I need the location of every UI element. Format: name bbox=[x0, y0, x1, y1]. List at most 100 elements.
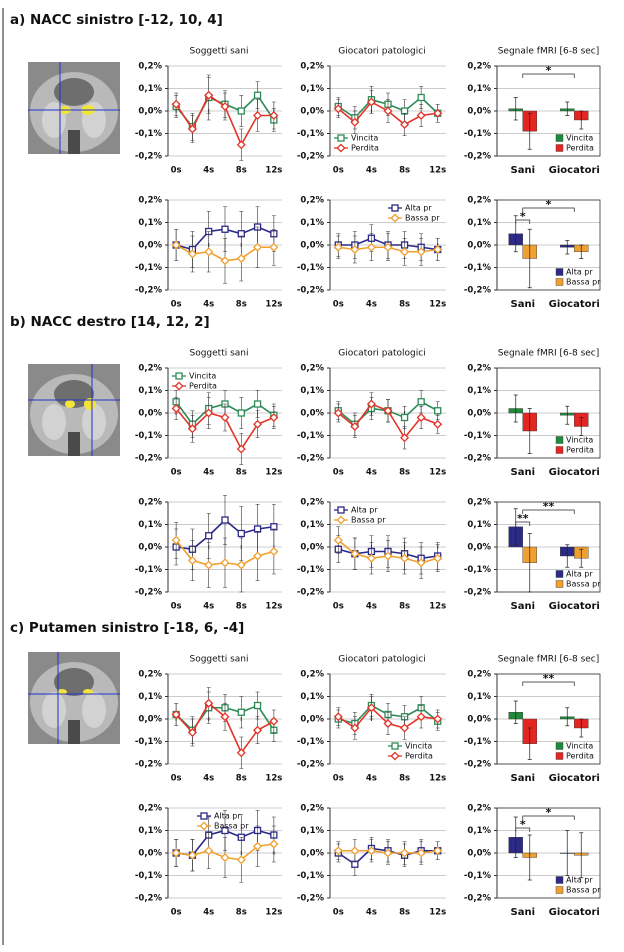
data-point bbox=[433, 846, 443, 856]
data-point bbox=[237, 529, 245, 538]
y-tick-label: -0,1% bbox=[135, 129, 163, 139]
data-point bbox=[269, 412, 279, 423]
legend-label: Perdita bbox=[566, 144, 594, 153]
y-tick-label: -0,1% bbox=[297, 565, 325, 575]
data-point bbox=[236, 748, 246, 758]
plot-frame bbox=[496, 807, 601, 899]
x-tick-label: 0s bbox=[171, 774, 182, 784]
y-tick-label: -0,2% bbox=[297, 454, 325, 464]
panel-title: Soggetti sani bbox=[189, 349, 248, 359]
y-tick-label: -0,2% bbox=[135, 588, 163, 598]
data-point bbox=[350, 549, 360, 559]
legend-marker bbox=[337, 506, 345, 514]
data-point bbox=[171, 403, 181, 414]
x-tick-label: 0s bbox=[333, 602, 344, 612]
x-tick-label: Sani bbox=[511, 773, 536, 784]
y-tick-label: 0,2% bbox=[300, 804, 324, 814]
data-point bbox=[383, 242, 393, 252]
data-point bbox=[253, 110, 263, 121]
data-point bbox=[236, 253, 246, 264]
brain-image bbox=[28, 364, 120, 456]
plot-frame bbox=[496, 673, 601, 765]
error-bar bbox=[579, 244, 584, 259]
x-tick-label: 4s bbox=[366, 468, 377, 478]
error-bar bbox=[565, 707, 570, 727]
x-tick-label: 4s bbox=[203, 908, 214, 918]
panel-title: Giocatori patologici bbox=[338, 349, 425, 359]
legend-label: Bassa pr bbox=[214, 822, 249, 831]
x-tick-label: 8s bbox=[236, 908, 247, 918]
y-tick-label: -0,2% bbox=[135, 286, 163, 296]
y-tick-label: 0,0% bbox=[467, 107, 491, 117]
significance-bracket bbox=[522, 681, 575, 686]
data-point bbox=[171, 99, 181, 109]
y-tick-label: -0,1% bbox=[297, 129, 325, 139]
y-tick-label: 0,0% bbox=[300, 543, 324, 553]
y-tick-label: 0,1% bbox=[467, 692, 491, 702]
legend-swatch bbox=[555, 268, 564, 276]
y-tick-label: -0,1% bbox=[135, 565, 163, 575]
y-tick-label: 0,1% bbox=[467, 84, 491, 94]
legend-label: Perdita bbox=[566, 752, 594, 761]
error-bar bbox=[513, 700, 518, 724]
x-tick-label: 12s bbox=[429, 300, 446, 310]
significance-label: * bbox=[520, 818, 526, 831]
data-point bbox=[253, 551, 263, 561]
legend-label: Alta pr bbox=[566, 876, 593, 885]
data-point bbox=[400, 553, 410, 563]
data-point bbox=[236, 444, 246, 454]
y-tick-label: -0,2% bbox=[464, 588, 492, 598]
y-tick-label: 0,0% bbox=[138, 241, 162, 251]
y-tick-label: 0,1% bbox=[138, 520, 162, 530]
data-point bbox=[204, 698, 214, 708]
y-tick-label: 0,0% bbox=[300, 241, 324, 251]
y-tick-label: 0,1% bbox=[138, 386, 162, 396]
y-tick-label: -0,1% bbox=[135, 871, 163, 881]
legend-marker bbox=[391, 742, 399, 750]
y-tick-label: -0,1% bbox=[464, 431, 492, 441]
data-point bbox=[416, 110, 426, 121]
error-bar bbox=[579, 110, 584, 130]
significance-label: * bbox=[546, 64, 552, 77]
x-tick-label: 4s bbox=[203, 166, 214, 176]
legend-label: Vincita bbox=[566, 742, 593, 751]
y-tick-label: 0,0% bbox=[300, 715, 324, 725]
data-point bbox=[366, 399, 376, 409]
x-tick-label: 12s bbox=[429, 774, 446, 784]
x-tick-label: Giocatori bbox=[549, 601, 600, 612]
data-point bbox=[433, 108, 443, 118]
y-tick-label: -0,2% bbox=[135, 894, 163, 904]
y-tick-label: 0,0% bbox=[300, 409, 324, 419]
y-tick-label: -0,1% bbox=[464, 263, 492, 273]
error-bar bbox=[579, 548, 584, 568]
x-tick-label: 0s bbox=[333, 468, 344, 478]
x-tick-label: 8s bbox=[236, 300, 247, 310]
legend-marker bbox=[336, 143, 346, 153]
y-tick-label: 0,2% bbox=[300, 670, 324, 680]
data-point bbox=[171, 848, 181, 858]
data-point bbox=[366, 242, 376, 252]
data-point bbox=[333, 104, 343, 114]
y-tick-label: 0,2% bbox=[467, 364, 491, 374]
x-tick-label: 12s bbox=[429, 908, 446, 918]
data-point bbox=[433, 244, 443, 255]
legend-swatch bbox=[555, 144, 564, 152]
x-tick-label: 0s bbox=[333, 908, 344, 918]
data-point bbox=[253, 701, 262, 710]
legend-swatch bbox=[555, 752, 564, 760]
y-tick-label: 0,2% bbox=[467, 498, 491, 508]
error-bar bbox=[579, 832, 584, 879]
data-point bbox=[253, 91, 262, 99]
y-tick-label: -0,2% bbox=[464, 152, 492, 162]
data-point bbox=[433, 714, 443, 724]
y-tick-label: -0,2% bbox=[464, 454, 492, 464]
x-tick-label: 8s bbox=[399, 166, 410, 176]
data-point bbox=[204, 846, 214, 856]
data-point bbox=[269, 110, 279, 121]
x-tick-label: 0s bbox=[333, 300, 344, 310]
x-tick-label: 8s bbox=[399, 774, 410, 784]
data-point bbox=[253, 725, 263, 735]
error-bar bbox=[513, 508, 518, 546]
x-tick-label: 0s bbox=[171, 300, 182, 310]
data-point bbox=[383, 406, 393, 416]
